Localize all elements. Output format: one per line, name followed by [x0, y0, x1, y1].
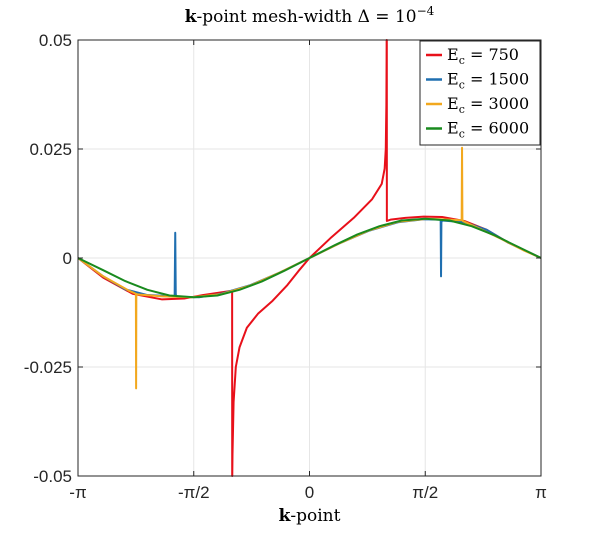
y-tick-label: 0.025: [29, 140, 72, 159]
y-tick-label: -0.05: [33, 467, 72, 486]
legend-entry-label: Ec = 1500: [447, 70, 529, 92]
legend-entry-label: Ec = 750: [447, 45, 519, 67]
x-axis-label: k-point: [279, 506, 341, 526]
y-tick-label: -0.025: [24, 358, 72, 377]
series-layer: [77, 39, 542, 477]
series-line-0: [77, 39, 542, 477]
y-tick-label: 0.05: [39, 31, 72, 50]
x-tick-label: -π/2: [178, 483, 210, 502]
y-tick-labels: 0.05 0.025 0 -0.025 -0.05: [24, 31, 72, 486]
x-tick-label: π/2: [412, 483, 438, 502]
x-tick-labels: -π -π/2 0 π/2 π: [69, 483, 547, 502]
series-line-3: [77, 217, 542, 299]
legend-entry-label: Ec = 6000: [447, 119, 529, 141]
y-tick-label: 0: [63, 249, 72, 268]
x-tick-label: π: [535, 483, 547, 502]
x-tick-label: 0: [305, 483, 314, 502]
x-tick-label: -π: [69, 483, 86, 502]
legend-entry-label: Ec = 3000: [447, 94, 529, 116]
chart-title: k-point mesh-width Δ = 10−4: [185, 4, 435, 27]
